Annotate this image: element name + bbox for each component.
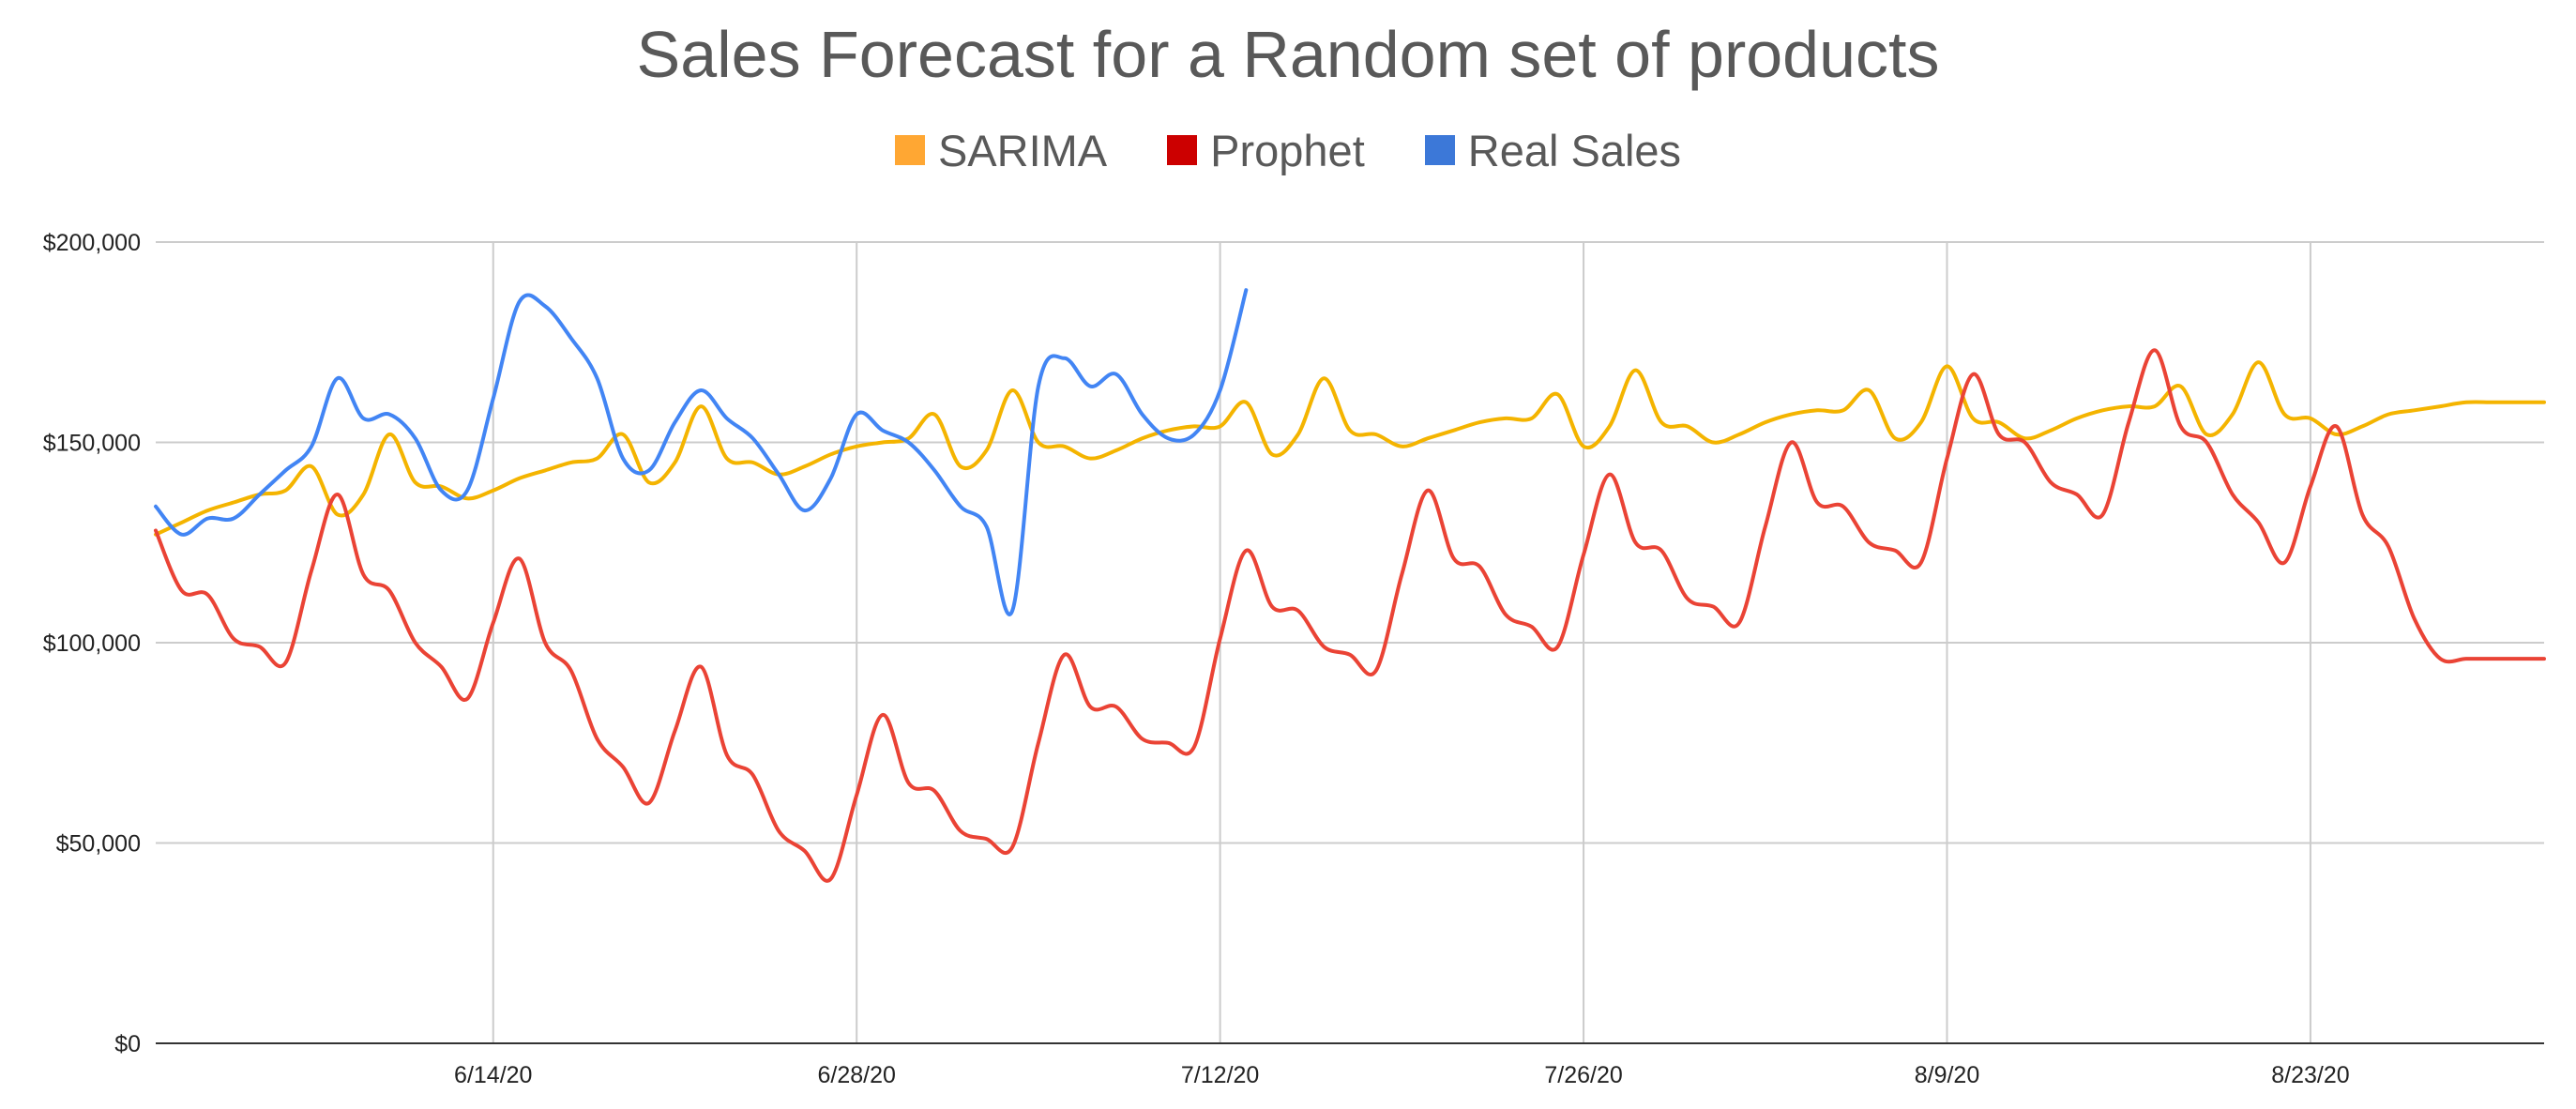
legend-swatch-sarima bbox=[894, 135, 925, 165]
y-tick-label: $0 bbox=[114, 1031, 141, 1057]
series-line-real-sales bbox=[154, 288, 1249, 616]
x-tick-label: 6/28/20 bbox=[817, 1062, 895, 1088]
series-lines bbox=[154, 288, 2546, 883]
legend-swatch-prophet bbox=[1167, 135, 1198, 165]
x-tick-label: 8/23/20 bbox=[2271, 1062, 2349, 1088]
gridlines bbox=[156, 241, 2544, 1043]
legend-item-prophet[interactable]: Prophet bbox=[1167, 125, 1365, 176]
y-tick-label: $50,000 bbox=[56, 831, 141, 858]
legend-label-real-sales: Real Sales bbox=[1467, 125, 1682, 175]
x-tick-label: 6/14/20 bbox=[454, 1062, 532, 1088]
legend-swatch-real-sales bbox=[1424, 135, 1455, 165]
legend-label-sarima: SARIMA bbox=[937, 125, 1108, 175]
legend-item-real-sales[interactable]: Real Sales bbox=[1424, 125, 1682, 176]
y-tick-label: $150,000 bbox=[43, 431, 141, 457]
series-line-prophet bbox=[154, 348, 2546, 883]
y-tick-label: $200,000 bbox=[43, 230, 141, 256]
y-tick-label: $100,000 bbox=[43, 630, 141, 657]
series-line-sarima bbox=[154, 360, 2546, 537]
x-tick-label: 8/9/20 bbox=[1915, 1062, 1980, 1088]
axes: $0 $50,000 $100,000 $150,000 $200,000 6/14/20… bbox=[43, 230, 2544, 1088]
legend-item-sarima[interactable]: SARIMA bbox=[894, 125, 1108, 176]
x-tick-label: 7/12/20 bbox=[1181, 1062, 1259, 1088]
x-tick-label: 7/26/20 bbox=[1544, 1062, 1622, 1088]
legend-label-prophet: Prophet bbox=[1210, 125, 1365, 175]
legend: SARIMA Prophet Real Sales bbox=[0, 122, 2576, 178]
chart-title: Sales Forecast for a Random set of produ… bbox=[636, 18, 1940, 91]
